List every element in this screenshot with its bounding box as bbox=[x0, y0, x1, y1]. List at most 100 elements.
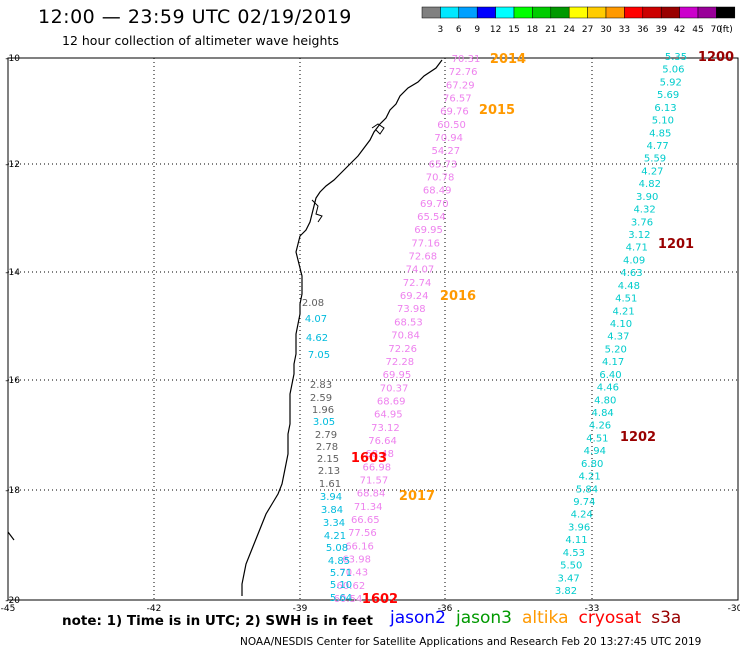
swh-value: 66.98 bbox=[362, 462, 391, 473]
swh-value: 7.05 bbox=[308, 350, 330, 361]
swh-value: 69.76 bbox=[440, 107, 469, 118]
swh-value: 70.31 bbox=[452, 54, 481, 65]
scale-tick-label: 24 bbox=[563, 25, 575, 35]
swh-value: 4.21 bbox=[612, 306, 634, 317]
swh-value: 54.27 bbox=[432, 146, 461, 157]
swh-value: 76.57 bbox=[443, 94, 472, 105]
swh-value: 2.83 bbox=[310, 380, 332, 391]
swh-value: 3.12 bbox=[628, 230, 650, 241]
swh-value: 5.10 bbox=[330, 580, 352, 591]
swh-value: 73.12 bbox=[371, 423, 400, 434]
time-label: 1202 bbox=[620, 430, 656, 445]
swh-value: 2.78 bbox=[316, 442, 338, 453]
swh-value: 68.53 bbox=[394, 317, 423, 328]
swh-value: 4.85 bbox=[649, 128, 671, 139]
swh-value: 66.65 bbox=[351, 515, 380, 526]
lat-label: -18 bbox=[5, 486, 20, 496]
swh-value: 4.84 bbox=[592, 408, 614, 419]
swh-value: 5.08 bbox=[326, 543, 348, 554]
swh-value: 72.26 bbox=[388, 344, 417, 355]
coast-fragment bbox=[7, 531, 15, 541]
legend-cryosat: cryosat bbox=[578, 608, 642, 628]
swh-value: 3.47 bbox=[557, 573, 579, 584]
swh-value: 69.70 bbox=[420, 199, 449, 210]
swh-value: 72.76 bbox=[449, 67, 478, 78]
swh-value: 3.96 bbox=[568, 522, 590, 533]
scale-tick-label: 42 bbox=[674, 25, 685, 35]
scale-tick-label: 15 bbox=[508, 25, 519, 35]
swh-value: 70.78 bbox=[426, 173, 455, 184]
swh-value: 2.13 bbox=[318, 466, 340, 477]
time-label: 2015 bbox=[479, 103, 515, 118]
swh-value: 2.08 bbox=[302, 298, 324, 309]
lon-label: -42 bbox=[147, 604, 162, 612]
swh-value: 5.84 bbox=[576, 484, 598, 495]
swh-value: 70.84 bbox=[391, 331, 420, 342]
coastline bbox=[241, 59, 443, 596]
swh-value: 2.59 bbox=[310, 393, 332, 404]
scale-tick-label: 33 bbox=[619, 25, 630, 35]
swh-value: 72.74 bbox=[403, 278, 432, 289]
swh-value: 5.64 bbox=[330, 593, 352, 604]
swh-value: 4.46 bbox=[597, 383, 619, 394]
swh-value: 4.94 bbox=[584, 446, 606, 457]
swh-value: 70.94 bbox=[434, 133, 463, 144]
scale-unit: (ft) bbox=[719, 25, 733, 35]
swh-value: 64.95 bbox=[374, 410, 403, 421]
legend-jason2: jason2 bbox=[390, 608, 446, 628]
map-frame bbox=[7, 57, 739, 601]
swh-value: 69.95 bbox=[383, 370, 412, 381]
legend-jason3: jason3 bbox=[456, 608, 512, 628]
swh-value: 5.69 bbox=[657, 90, 679, 101]
lat-label: -10 bbox=[5, 54, 20, 64]
swh-value: 4.37 bbox=[607, 332, 629, 343]
color-scale: 3 6 9 12 15 18 21 24 27 30 33 36 39 42 45 70(ft) bbox=[421, 6, 736, 35]
swh-value: 5.20 bbox=[605, 344, 627, 355]
swh-value: 5.35 bbox=[665, 52, 687, 63]
scale-tick-label: 9 bbox=[474, 25, 480, 35]
lat-label: -14 bbox=[5, 268, 20, 278]
scale-tick-label: 18 bbox=[527, 25, 539, 35]
swh-value: 5.59 bbox=[644, 154, 666, 165]
time-label: 1200 bbox=[698, 50, 734, 65]
swh-value: 72.28 bbox=[385, 357, 414, 368]
time-label: 1603 bbox=[351, 451, 387, 466]
scale-tick-label: 70 bbox=[711, 25, 723, 35]
swh-value: 2.15 bbox=[317, 454, 339, 465]
note-text: note: 1) Time is in UTC; 2) SWH is in fe… bbox=[62, 613, 373, 629]
swh-value: 4.32 bbox=[633, 205, 655, 216]
swh-value: 1.96 bbox=[312, 405, 334, 416]
scale-tick-label: 30 bbox=[600, 25, 612, 35]
swh-value: 4.63 bbox=[620, 268, 642, 279]
swh-value: 3.94 bbox=[320, 492, 342, 503]
swh-value: 4.17 bbox=[602, 357, 624, 368]
swh-value: 72.68 bbox=[409, 252, 438, 263]
scale-tick-label: 21 bbox=[545, 25, 556, 35]
time-label: 2017 bbox=[399, 489, 435, 504]
swh-value: 69.95 bbox=[414, 225, 443, 236]
swh-value: 4.10 bbox=[610, 319, 632, 330]
swh-value: 4.07 bbox=[305, 314, 327, 325]
swh-value: 4.21 bbox=[578, 472, 600, 483]
swh-value: 5.06 bbox=[662, 65, 684, 76]
lon-label: -33 bbox=[585, 604, 600, 612]
swh-value: 4.51 bbox=[615, 294, 637, 305]
swh-value: 4.48 bbox=[618, 281, 640, 292]
swh-value: 3.84 bbox=[321, 505, 343, 516]
swh-value: 4.82 bbox=[639, 179, 661, 190]
swh-value: 4.51 bbox=[586, 433, 608, 444]
swh-value: 70.43 bbox=[339, 568, 368, 579]
scale-tick-label: 36 bbox=[637, 25, 649, 35]
swh-value: 4.71 bbox=[626, 243, 648, 254]
altimeter-map: -45 -42 -39 -36 -33 -30 -10 -12 -14 -16 -18 -20 70.3… bbox=[1, 50, 740, 612]
swh-value: 4.85 bbox=[328, 556, 350, 567]
legend-altika: altika bbox=[522, 608, 569, 628]
swh-value: 70.37 bbox=[380, 383, 409, 394]
swh-value: 6.80 bbox=[581, 459, 603, 470]
time-label: 2014 bbox=[490, 52, 526, 67]
swh-value: 3.76 bbox=[631, 217, 653, 228]
swh-value: 60.50 bbox=[437, 120, 466, 131]
swh-value: 4.24 bbox=[571, 510, 593, 521]
time-label: 2016 bbox=[440, 289, 476, 304]
swh-value: 4.27 bbox=[641, 166, 663, 177]
